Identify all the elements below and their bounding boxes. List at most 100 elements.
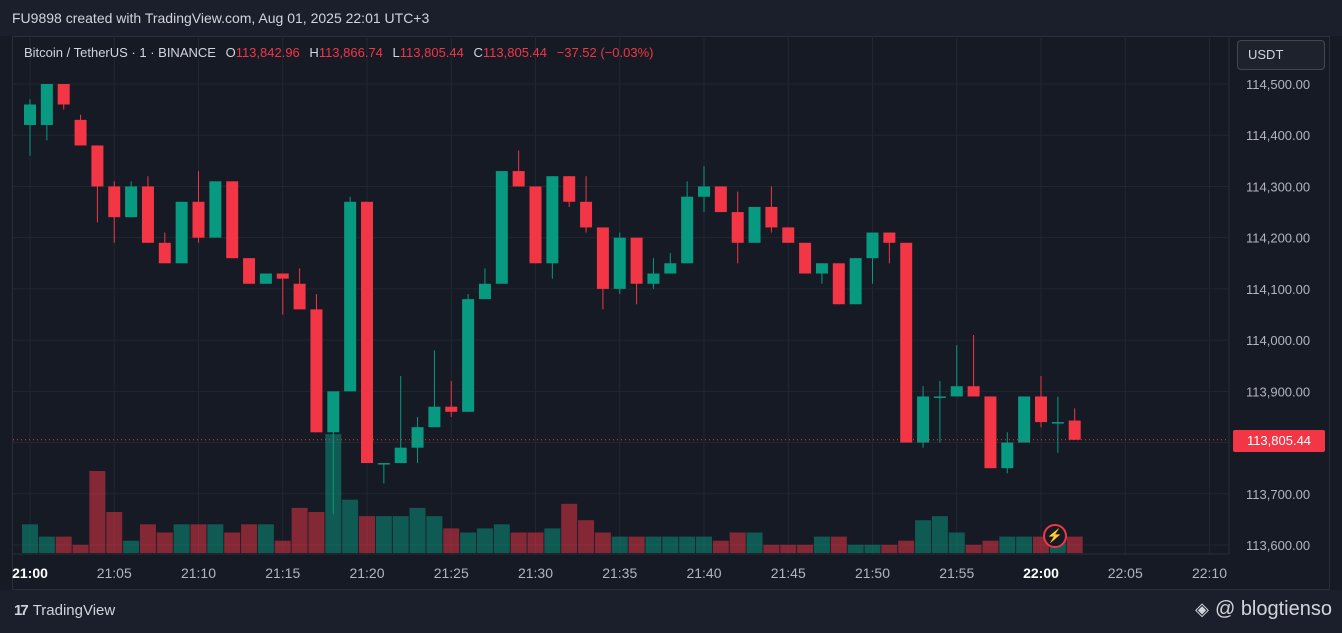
axes: 113,600.00113,700.00113,800.00113,900.00…: [12, 36, 1310, 581]
candle-body: [445, 406, 458, 412]
high-label: H: [309, 45, 319, 60]
candle-body: [259, 273, 272, 284]
volume-bar: [915, 520, 932, 553]
candle-body: [1001, 442, 1014, 469]
candle-body: [529, 186, 542, 264]
candle: [57, 84, 70, 110]
volume-bar: [813, 536, 830, 553]
candle: [563, 176, 576, 207]
y-tick-label: 113,600.00: [1246, 538, 1310, 553]
candle-body: [799, 242, 812, 274]
volume-bar: [123, 540, 140, 553]
x-tick-label: 21:25: [434, 565, 469, 581]
volume-bar: [965, 544, 982, 553]
volume-bar: [274, 540, 291, 553]
volume-bar: [308, 512, 325, 553]
candle: [512, 150, 525, 187]
x-tick-label: 21:15: [265, 565, 300, 581]
x-tick-label: 21:20: [349, 565, 384, 581]
chart-frame[interactable]: [12, 36, 1330, 590]
candle-body: [462, 299, 475, 412]
open-value: 113,842.96: [235, 45, 300, 60]
candle: [580, 176, 593, 233]
candle-body: [714, 186, 727, 213]
x-tick-label: 21:55: [939, 565, 974, 581]
candle: [276, 273, 289, 315]
candle-body: [613, 237, 626, 289]
last-price-tag: 113,805.44: [1233, 430, 1325, 452]
candle-body: [327, 391, 340, 433]
currency-button[interactable]: USDT: [1237, 40, 1325, 70]
volume-bar: [38, 536, 55, 553]
candle-body: [698, 186, 710, 197]
candle: [158, 232, 171, 264]
tradingview-logo[interactable]: 17 TradingView: [14, 602, 115, 619]
candle-body: [361, 201, 373, 464]
candle-body: [580, 201, 593, 228]
candle: [647, 258, 660, 289]
brand-label: TradingView: [32, 602, 116, 619]
volume-bar: [1016, 536, 1033, 553]
candle: [243, 258, 256, 284]
candle: [1035, 375, 1047, 428]
candle-body: [832, 263, 845, 305]
volume-bar: [55, 536, 72, 553]
volume-bar: [797, 544, 814, 553]
y-tick-label: 113,700.00: [1246, 487, 1310, 502]
volume-bar: [594, 532, 611, 553]
candle-body: [428, 406, 441, 428]
candle: [125, 181, 138, 218]
candle-body: [394, 447, 407, 464]
candle-body: [563, 176, 576, 202]
volume-bar: [898, 540, 915, 553]
candle: [377, 463, 390, 484]
x-tick-label: 22:00: [1023, 565, 1059, 581]
close-label: C: [473, 45, 483, 60]
candle: [917, 386, 930, 448]
candle-body: [24, 104, 36, 125]
x-tick-label: 21:30: [518, 565, 553, 581]
chart-caption: FU9898 created with TradingView.com, Aug…: [0, 0, 1342, 36]
change-value: −37.52 (−0.03%): [556, 45, 654, 60]
volume-bar: [679, 536, 696, 553]
candle: [327, 391, 340, 515]
candle: [950, 345, 963, 397]
candlestick-chart[interactable]: 113,600.00113,700.00113,800.00113,900.00…: [0, 0, 1342, 590]
candle: [141, 176, 154, 243]
candle-body: [883, 232, 896, 243]
candle-body: [731, 212, 744, 243]
candle-body: [1051, 422, 1064, 424]
candle-body: [158, 242, 171, 264]
candle-body: [40, 84, 53, 125]
volume-bar: [948, 532, 965, 553]
candle-body: [344, 201, 357, 392]
volume-bar: [999, 536, 1016, 553]
grid: [13, 36, 1229, 554]
candle-body: [175, 201, 188, 264]
volume-bar: [173, 524, 190, 553]
candle: [74, 114, 87, 146]
lightning-icon[interactable]: ⚡: [1043, 524, 1067, 548]
candle-body: [933, 396, 946, 398]
candle: [933, 381, 946, 443]
candle-body: [681, 196, 694, 264]
candle-body: [276, 273, 289, 279]
x-tick-label: 22:10: [1192, 565, 1227, 581]
candle-body: [1018, 396, 1031, 443]
candle: [478, 268, 491, 300]
x-tick-label: 21:10: [181, 565, 216, 581]
candle: [799, 242, 812, 274]
volume-bar: [241, 524, 258, 553]
candle-body: [141, 186, 154, 243]
volume-bar: [746, 532, 763, 553]
candle-body: [782, 227, 795, 243]
volume-bar: [561, 503, 578, 553]
volume-bar: [982, 540, 999, 553]
candle-body: [647, 273, 660, 284]
candle: [259, 273, 272, 284]
symbol-label[interactable]: Bitcoin / TetherUS · 1 · BINANCE: [24, 45, 216, 60]
volume-bar: [510, 532, 527, 553]
candle: [613, 232, 626, 295]
candle-body: [630, 237, 643, 284]
candle: [445, 381, 458, 417]
